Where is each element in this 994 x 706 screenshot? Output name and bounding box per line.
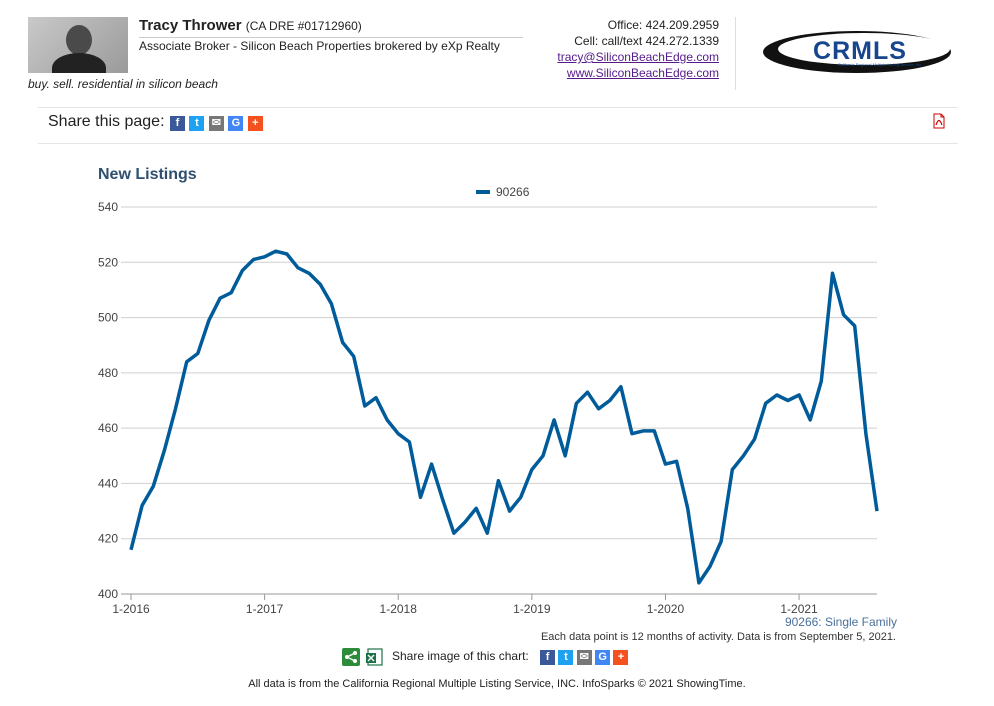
x-tick-label: 1-2020 <box>647 602 685 616</box>
excel-icon[interactable] <box>366 648 384 666</box>
agent-name: Tracy Thrower <box>139 17 242 34</box>
y-tick-label: 500 <box>98 311 118 325</box>
share-image-label: Share image of this chart: <box>392 649 529 663</box>
photo-body <box>52 53 106 73</box>
series-line-90266 <box>129 249 879 585</box>
y-tick-label: 440 <box>98 476 118 490</box>
photo-head <box>66 25 92 55</box>
agent-name-line: Tracy Thrower (CA DRE #01712960) <box>139 17 362 34</box>
chart-legend: 90266 <box>476 185 530 199</box>
y-tick-label: 540 <box>98 200 118 214</box>
agent-role: Associate Broker - Silicon Beach Propert… <box>139 37 523 53</box>
crmls-logo: CRMLS California Regional Multiple Listi… <box>763 31 951 73</box>
plus-icon[interactable]: + <box>247 116 263 131</box>
agent-dre: (CA DRE #01712960) <box>245 19 362 33</box>
x-tick-label: 1-2017 <box>246 602 284 616</box>
y-tick-label: 520 <box>98 255 118 269</box>
twitter-icon[interactable]: t <box>558 650 574 665</box>
agent-photo <box>28 17 128 73</box>
new-listings-chart: New Listings 400 420 440 460 480 500 520 540 1-… <box>98 166 897 629</box>
header-divider <box>735 17 736 90</box>
series-annotation: 90266: Single Family <box>785 615 897 629</box>
share-chart-icon[interactable] <box>342 648 360 666</box>
x-axis: 1-2016 1-2017 1-2018 1-2019 1-2020 1-2021 <box>112 594 818 616</box>
y-tick-label: 460 <box>98 421 118 435</box>
y-tick-label: 400 <box>98 587 118 601</box>
footer-credit: All data is from the California Regional… <box>248 678 746 690</box>
email-link[interactable]: tracy@SiliconBeachEdge.com <box>557 50 719 64</box>
plus-icon[interactable]: + <box>613 650 629 665</box>
agent-tagline: buy. sell. residential in silicon beach <box>28 77 218 91</box>
email-icon[interactable]: ✉ <box>576 650 592 665</box>
twitter-icon[interactable]: t <box>189 116 205 131</box>
share-page-bar: Share this page: f t ✉ G + <box>48 113 263 131</box>
logo-text: CRMLS <box>813 37 907 65</box>
chart-grid: 400 420 440 460 480 500 520 540 <box>98 200 877 601</box>
pdf-icon[interactable] <box>931 113 947 129</box>
divider-top <box>38 107 958 108</box>
legend-label: 90266 <box>496 185 530 199</box>
y-tick-label: 480 <box>98 366 118 380</box>
chart-footnote: Each data point is 12 months of activity… <box>540 631 896 643</box>
cell-phone: Cell: call/text 424.272.1339 <box>574 34 719 48</box>
x-tick-label: 1-2019 <box>513 602 551 616</box>
share-image-bar: Share image of this chart: f t ✉ G + <box>392 649 629 665</box>
chart-title: New Listings <box>98 166 197 183</box>
google-icon[interactable]: G <box>595 650 611 665</box>
y-tick-label: 420 <box>98 532 118 546</box>
google-icon[interactable]: G <box>228 116 244 131</box>
email-icon[interactable]: ✉ <box>208 116 224 131</box>
contact-block: Office: 424.209.2959 Cell: call/text 424… <box>557 17 719 81</box>
x-tick-label: 1-2016 <box>112 602 150 616</box>
website-link[interactable]: www.SiliconBeachEdge.com <box>566 66 719 80</box>
facebook-icon[interactable]: f <box>540 650 556 665</box>
share-page-label: Share this page: <box>48 113 165 130</box>
office-phone: Office: 424.209.2959 <box>607 18 719 32</box>
divider-bottom <box>38 143 958 144</box>
logo-subtext: California Regional Multiple Listing Ser… <box>838 62 922 67</box>
x-tick-label: 1-2018 <box>380 602 418 616</box>
facebook-icon[interactable]: f <box>169 116 185 131</box>
x-tick-label: 1-2021 <box>780 602 818 616</box>
